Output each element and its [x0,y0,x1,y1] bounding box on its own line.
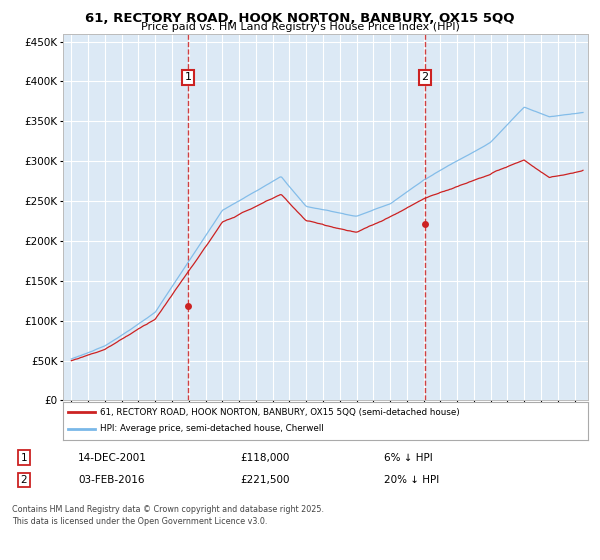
Text: HPI: Average price, semi-detached house, Cherwell: HPI: Average price, semi-detached house,… [100,424,323,433]
Text: 1: 1 [185,72,191,82]
Text: This data is licensed under the Open Government Licence v3.0.: This data is licensed under the Open Gov… [12,517,268,526]
Text: 61, RECTORY ROAD, HOOK NORTON, BANBURY, OX15 5QQ: 61, RECTORY ROAD, HOOK NORTON, BANBURY, … [85,12,515,25]
Text: Price paid vs. HM Land Registry's House Price Index (HPI): Price paid vs. HM Land Registry's House … [140,22,460,32]
Text: 2: 2 [20,475,28,485]
Point [184,302,193,311]
Text: 14-DEC-2001: 14-DEC-2001 [78,452,147,463]
Text: 03-FEB-2016: 03-FEB-2016 [78,475,145,485]
Point [421,220,430,228]
Text: 6% ↓ HPI: 6% ↓ HPI [384,452,433,463]
Text: 1: 1 [20,452,28,463]
Text: 61, RECTORY ROAD, HOOK NORTON, BANBURY, OX15 5QQ (semi-detached house): 61, RECTORY ROAD, HOOK NORTON, BANBURY, … [100,408,460,417]
Text: £118,000: £118,000 [240,452,289,463]
Text: 20% ↓ HPI: 20% ↓ HPI [384,475,439,485]
Text: 2: 2 [422,72,428,82]
Text: £221,500: £221,500 [240,475,290,485]
Text: Contains HM Land Registry data © Crown copyright and database right 2025.: Contains HM Land Registry data © Crown c… [12,505,324,514]
